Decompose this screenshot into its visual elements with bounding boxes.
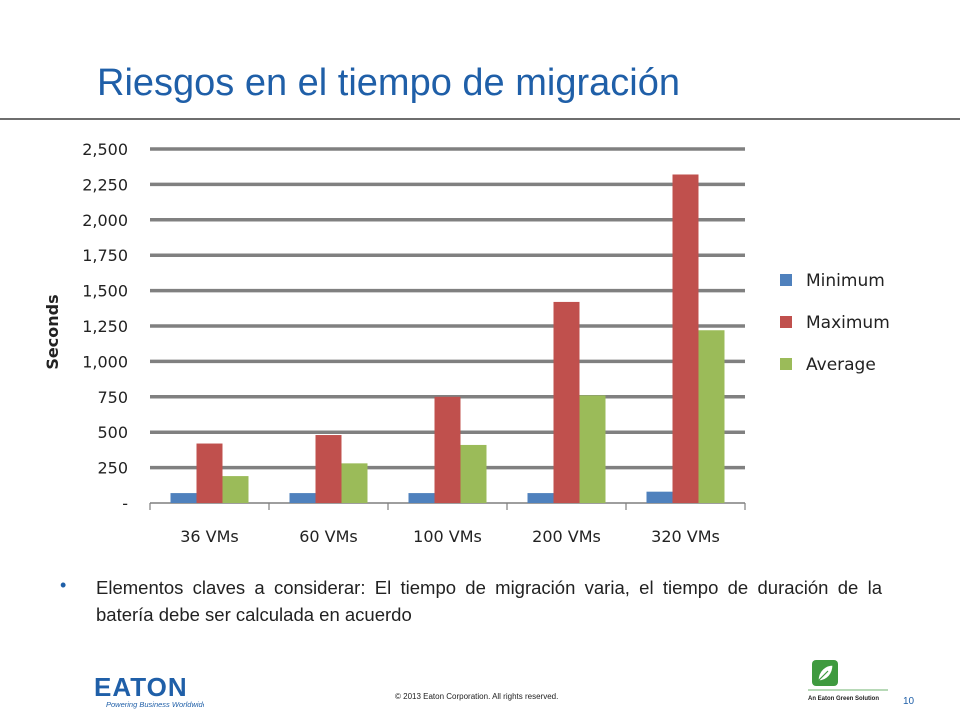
x-tick-label: 200 VMs	[532, 527, 601, 546]
bar	[698, 330, 725, 503]
green-logo-text: An Eaton Green Solution	[808, 696, 879, 702]
legend-label: Average	[806, 355, 876, 375]
bar	[341, 463, 368, 503]
title-divider	[0, 118, 960, 120]
bar	[527, 493, 554, 503]
bar	[646, 491, 673, 503]
x-tick-label: 100 VMs	[413, 527, 482, 546]
bar	[289, 493, 316, 503]
legend-swatch	[780, 358, 792, 370]
bar	[434, 396, 461, 503]
legend-label: Maximum	[806, 313, 890, 333]
legend-label: Minimum	[806, 271, 885, 291]
bar	[170, 493, 197, 503]
y-axis-title: Seconds	[43, 294, 62, 369]
y-tick-label: 750	[97, 388, 128, 407]
bullet-text: Elementos claves a considerar: El tiempo…	[96, 577, 882, 625]
leaf-icon	[817, 664, 834, 682]
y-tick-label: 2,500	[82, 140, 128, 159]
bar	[315, 435, 342, 503]
y-tick-label: 2,250	[82, 175, 128, 194]
y-tick-label: 1,000	[82, 352, 128, 371]
bar	[672, 174, 699, 503]
legend-swatch	[780, 316, 792, 328]
bar	[553, 301, 580, 503]
bar	[222, 476, 249, 503]
bar	[408, 493, 435, 503]
x-tick-label: 60 VMs	[299, 527, 358, 546]
eaton-tagline: Powering Business Worldwide	[106, 700, 204, 709]
legend-swatch	[780, 274, 792, 286]
eaton-logo: EATON Powering Business Worldwide	[94, 674, 204, 709]
y-tick-label: 1,250	[82, 317, 128, 336]
y-tick-label: 500	[97, 423, 128, 442]
eaton-logo-text: EATON	[94, 674, 188, 702]
bullet-icon: •	[60, 575, 67, 595]
green-solution-logo: An Eaton Green Solution	[808, 660, 888, 702]
y-tick-label: 250	[97, 459, 128, 478]
bar	[196, 443, 223, 503]
slide-title: Riesgos en el tiempo de migración	[97, 62, 680, 104]
page-number: 10	[903, 696, 915, 707]
y-tick-label: -	[122, 494, 128, 513]
y-tick-label: 1,750	[82, 246, 128, 265]
y-tick-label: 1,500	[82, 282, 128, 301]
x-tick-label: 36 VMs	[180, 527, 239, 546]
bar	[579, 395, 606, 503]
bar	[460, 444, 487, 503]
copyright-text: © 2013 Eaton Corporation. All rights res…	[395, 692, 559, 701]
x-tick-label: 320 VMs	[651, 527, 720, 546]
y-tick-label: 2,000	[82, 211, 128, 230]
bar-chart: - 250 500 750 1,000 1,250 1,500 1,750 2,000 2,250…	[43, 140, 890, 546]
